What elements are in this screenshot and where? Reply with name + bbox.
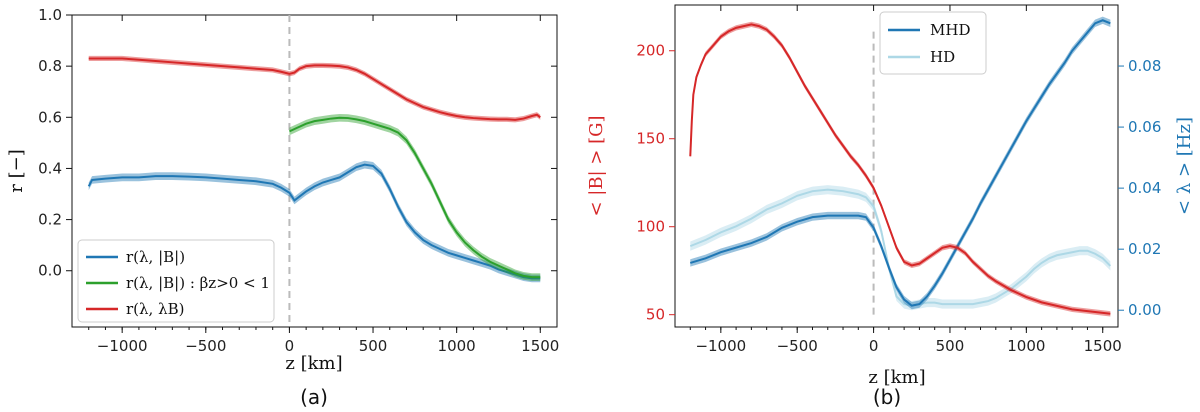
y-tick-label: 0.2 <box>38 211 62 229</box>
panel-a-x-axis-label: z [km] <box>285 353 342 374</box>
series-band-a2 <box>88 55 541 123</box>
series-line-b1 <box>689 19 1111 307</box>
panel-a-legend: r(λ, |B|) r(λ, |B|) : βz>0 < 1 r(λ, λB) <box>77 239 275 323</box>
panel-b-legend-box <box>879 11 987 75</box>
panel-b-legend: MHD HD <box>879 11 987 75</box>
y-left-tick-label: 100 <box>636 218 665 236</box>
series-band-a0 <box>88 160 541 283</box>
series-line-b2 <box>689 188 1112 307</box>
y-left-tick-label: 50 <box>646 306 665 324</box>
y-tick-label: 0.4 <box>38 159 62 177</box>
x-tick-label: 0 <box>285 337 295 355</box>
legend-label-beta-filtered: r(λ, |B|) : βz>0 < 1 <box>126 274 270 292</box>
panel-b-x-axis-label: z [km] <box>868 367 925 388</box>
x-tick-label: −1000 <box>97 337 148 355</box>
x-tick-label: 500 <box>936 337 965 355</box>
panel-a-legend-box <box>77 239 275 323</box>
panel-b-right-axis-label: < λ > [Hz] <box>1174 117 1195 215</box>
y-right-tick-label: 0.04 <box>1128 179 1161 197</box>
x-tick-label: 1500 <box>521 337 559 355</box>
panel-b-frame <box>674 4 1119 328</box>
y-right-tick-label: 0.02 <box>1128 240 1161 258</box>
y-right-tick-label: 0.08 <box>1128 57 1161 75</box>
panel-a-y-axis-label: r [−] <box>6 149 27 192</box>
x-tick-label: 1000 <box>438 337 476 355</box>
panel-a-frame <box>71 14 558 328</box>
y-tick-label: 1.0 <box>38 6 62 24</box>
series-line-b0 <box>689 23 1111 315</box>
series-line-a2 <box>88 57 541 121</box>
x-tick-label: −500 <box>185 337 226 355</box>
panel-a-caption: (a) <box>300 385 328 409</box>
x-tick-label: 1000 <box>1007 337 1045 355</box>
x-tick-label: 500 <box>359 337 388 355</box>
y-right-tick-label: 0.00 <box>1128 301 1161 319</box>
y-tick-label: 0.8 <box>38 57 62 75</box>
x-tick-label: −1000 <box>695 337 746 355</box>
legend-label-b-magnitude: r(λ, |B|) <box>126 248 185 266</box>
y-right-tick-label: 0.06 <box>1128 118 1161 136</box>
y-tick-label: 0.0 <box>38 262 62 280</box>
series-band-a1 <box>289 113 541 281</box>
y-left-tick-label: 150 <box>636 130 665 148</box>
series-band-b0 <box>690 21 1111 317</box>
x-tick-label: −500 <box>777 337 818 355</box>
y-tick-label: 0.6 <box>38 108 62 126</box>
panel-a: −1000 −500 0 500 1000 15000.00.20.40.60.81.0 … <box>6 6 559 409</box>
x-tick-label: 0 <box>869 337 879 355</box>
panel-b-left-axis-label: < |B| > [G] <box>586 115 607 216</box>
series-line-a0 <box>87 163 541 280</box>
y-left-tick-label: 200 <box>636 42 665 60</box>
series-line-a1 <box>288 116 541 279</box>
panel-b-caption: (b) <box>873 385 901 409</box>
panel-b: −1000 −500 0 500 1000 1500 50 100 150 200 0.00 0.02… <box>586 4 1195 409</box>
legend-label-hd: HD <box>930 48 955 66</box>
x-tick-label: 1500 <box>1084 337 1122 355</box>
legend-label-lambda-b: r(λ, λB) <box>126 300 184 318</box>
legend-label-mhd: MHD <box>930 21 970 39</box>
